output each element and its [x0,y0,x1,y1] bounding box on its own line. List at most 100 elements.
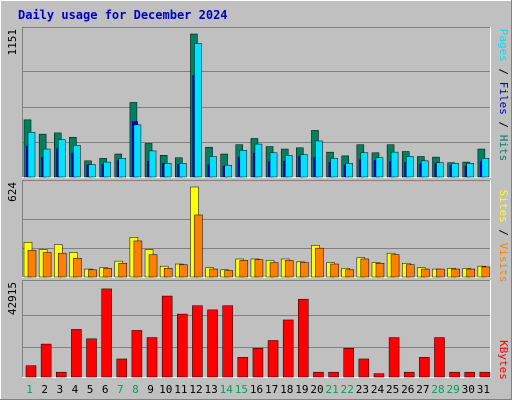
legend-bottom: KBytes [497,340,510,380]
bar-kbytes [313,371,324,378]
bar-visits [269,262,279,278]
legend-files: Files [497,82,510,115]
day-label: 2 [41,383,48,396]
day-label: 30 [462,383,475,396]
bar-visits [194,214,203,278]
bar-visits [481,266,491,278]
bar-kbytes [116,358,128,378]
bar-pages [254,143,263,178]
day-label: 5 [87,383,94,396]
bar-pages [390,151,399,178]
bar-kbytes [343,348,354,378]
bar-kbytes [388,337,400,378]
bar-pages [405,156,414,178]
bar-visits [421,268,430,278]
bar-visits [315,247,324,278]
legend-pages: Pages [497,29,510,62]
day-label: 25 [386,383,399,396]
day-label: 3 [57,383,64,396]
bar-pages [239,150,248,178]
bar-pages [481,158,490,178]
bar-pages [300,154,308,178]
y-max-label: 1151 [6,29,19,56]
bar-visits [451,268,460,278]
bar-visits [330,263,339,278]
bar-pages [284,155,293,178]
bar-kbytes [252,348,264,378]
bar-pages [436,162,444,178]
bar-kbytes [177,313,188,378]
bar-pages [42,148,51,178]
day-label: 26 [401,383,414,396]
legend-visits: Visits [497,243,510,283]
bar-pages [148,150,157,178]
bar-pages [269,152,278,178]
bar-visits [405,264,415,278]
bar-pages [209,156,217,178]
bar-visits [133,240,143,278]
bar-kbytes [282,319,294,378]
day-label: 16 [250,383,263,396]
day-label: 14 [220,383,234,396]
bar-pages [421,160,429,178]
chart-title: Daily usage for December 2024 [18,8,228,22]
bar-visits [345,269,354,278]
bar-pages [118,158,127,178]
day-label: 17 [265,383,278,396]
bar-kbytes [86,338,97,378]
bar-pages [103,161,111,178]
day-label: 1 [26,383,33,396]
bar-kbytes [71,329,82,378]
bar-visits [148,254,158,278]
bar-kbytes [449,371,460,378]
day-label: 28 [431,383,444,396]
legend-sites: Sites [497,190,510,223]
day-label: 20 [310,383,323,396]
bar-visits [118,263,128,278]
bar-visits [390,254,400,278]
bar-kbytes [267,340,279,378]
y-max-label: 42915 [6,282,19,315]
bar-kbytes [222,305,233,378]
legend-hits: Hits [497,135,510,162]
bar-visits [466,268,475,278]
legend-separator: / [497,62,510,82]
legend-kbytes: KBytes [497,340,510,380]
bar-pages [345,163,353,178]
bar-kbytes [328,371,339,378]
bar-kbytes [373,373,385,378]
day-label: 13 [204,383,217,396]
day-label: 8 [132,383,139,396]
day-label: 6 [102,383,109,396]
bar-pages [88,164,96,178]
bar-kbytes [25,365,37,378]
bar-pages [73,145,81,178]
bar-kbytes [434,337,445,378]
legend-separator: / [497,115,510,135]
bar-kbytes [298,298,309,378]
bar-kbytes [56,371,67,378]
day-label: 21 [326,383,339,396]
bar-visits [88,269,97,278]
bar-pages [58,139,66,178]
day-label: 23 [356,383,369,396]
legend-top: Pages / Files / Hits [497,29,510,162]
bar-visits [284,260,294,278]
bar-pages [330,158,338,178]
bar-visits [300,262,309,278]
bar-pages [27,132,36,178]
bar-kbytes [237,357,249,378]
day-label: 7 [117,383,124,396]
bar-visits [58,252,67,278]
bar-visits [224,270,233,278]
bar-visits [163,268,173,278]
bar-visits [436,268,445,278]
day-label: 22 [341,383,354,396]
day-label: 15 [235,383,248,396]
bar-visits [375,263,385,278]
bar-pages [360,152,369,178]
day-label: 4 [72,383,79,396]
bar-kbytes [419,357,430,378]
y-max-label: 624 [6,182,19,202]
